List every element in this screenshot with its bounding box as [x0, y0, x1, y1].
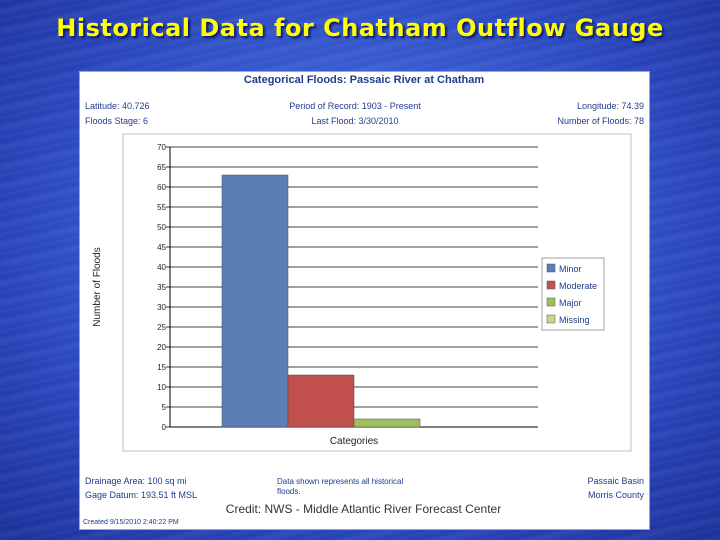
created-date: Created 9/15/2010 2:40:22 PM [83, 519, 179, 526]
bar-major [353, 418, 421, 428]
legend-swatch-missing [546, 314, 556, 324]
bars [221, 174, 421, 428]
y-tick-label: 55 [157, 203, 166, 212]
legend-swatch-moderate [546, 280, 556, 290]
longitude: Longitude: 74.39 [577, 101, 644, 111]
flood-stage: Floods Stage: 6 [85, 116, 148, 126]
y-tick-label: 0 [162, 423, 167, 432]
number-of-floods: Number of Floods: 78 [557, 116, 644, 126]
legend-label-missing: Missing [559, 315, 590, 325]
last-flood: Last Flood: 3/30/2010 [311, 116, 398, 126]
basin: Passaic Basin [587, 476, 644, 486]
flood-chart: Categorical Floods: Passaic River at Cha… [83, 74, 645, 526]
legend: Minor Moderate Major Missing [541, 257, 605, 331]
y-tick-label: 65 [157, 163, 166, 172]
legend-swatch-major [546, 297, 556, 307]
y-tick-label: 50 [157, 223, 166, 232]
chart-title: Categorical Floods: Passaic River at Cha… [244, 74, 484, 86]
y-tick-label: 20 [157, 343, 166, 352]
drainage-area: Drainage Area: 100 sq mi [85, 476, 187, 486]
slide-title: Historical Data for Chatham Outflow Gaug… [56, 14, 664, 42]
x-axis-label: Categories [330, 436, 378, 447]
y-tick-label: 5 [162, 403, 167, 412]
credit-text: Credit: NWS - Middle Atlantic River Fore… [225, 502, 502, 516]
y-axis-label: Number of Floods [92, 247, 103, 326]
legend-label-moderate: Moderate [559, 281, 597, 291]
data-note-line2: floods. [277, 487, 301, 496]
y-tick-label: 30 [157, 303, 166, 312]
y-tick-label: 60 [157, 183, 166, 192]
bar-minor [221, 174, 289, 428]
legend-swatch-minor [546, 263, 556, 273]
data-note-line1: Data shown represents all historical [277, 477, 404, 486]
y-tick-label: 40 [157, 263, 166, 272]
y-tick-label: 10 [157, 383, 166, 392]
period-of-record: Period of Record: 1903 - Present [289, 101, 421, 111]
bar-moderate [287, 374, 355, 428]
y-tick-label: 15 [157, 363, 166, 372]
y-tick-label: 25 [157, 323, 166, 332]
legend-label-minor: Minor [559, 264, 582, 274]
y-tick-label: 70 [157, 143, 166, 152]
y-axis-ticks: 0 5 10 15 20 25 30 35 40 45 50 55 60 65 70 [157, 143, 166, 432]
chart-panel: Categorical Floods: Passaic River at Cha… [79, 71, 650, 530]
latitude: Latitude: 40.726 [85, 101, 150, 111]
gage-datum: Gage Datum: 193.51 ft MSL [85, 490, 197, 500]
y-tick-label: 45 [157, 243, 166, 252]
legend-label-major: Major [559, 298, 582, 308]
y-tick-label: 35 [157, 283, 166, 292]
county: Morris County [588, 490, 645, 500]
